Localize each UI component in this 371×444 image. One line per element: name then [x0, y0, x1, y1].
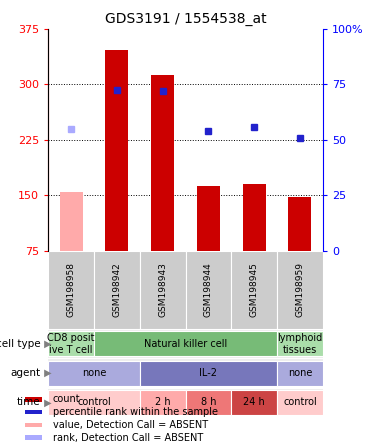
Bar — [60, 192, 82, 251]
Bar — [186, 390, 231, 415]
Text: 8 h: 8 h — [201, 397, 216, 408]
Text: GSM198958: GSM198958 — [67, 262, 76, 317]
Bar — [48, 390, 140, 415]
Text: ▶: ▶ — [41, 397, 52, 408]
Bar — [48, 361, 140, 386]
Text: GSM198959: GSM198959 — [295, 262, 304, 317]
Bar — [277, 390, 323, 415]
Bar — [25, 423, 42, 427]
Text: count: count — [53, 394, 80, 404]
Bar — [243, 184, 266, 251]
Text: agent: agent — [11, 368, 41, 378]
Bar — [289, 197, 311, 251]
Text: Natural killer cell: Natural killer cell — [144, 339, 227, 349]
Bar — [231, 251, 277, 329]
Bar — [48, 251, 94, 329]
Bar — [277, 251, 323, 329]
Text: GSM198945: GSM198945 — [250, 262, 259, 317]
Text: control: control — [77, 397, 111, 408]
Bar — [25, 397, 42, 402]
Bar — [231, 390, 277, 415]
Text: GSM198944: GSM198944 — [204, 262, 213, 317]
Text: rank, Detection Call = ABSENT: rank, Detection Call = ABSENT — [53, 432, 203, 443]
Text: GSM198943: GSM198943 — [158, 262, 167, 317]
Bar — [186, 251, 231, 329]
Text: none: none — [82, 368, 106, 378]
Bar — [25, 410, 42, 414]
Text: control: control — [283, 397, 317, 408]
Text: none: none — [288, 368, 312, 378]
Bar — [140, 251, 186, 329]
Bar — [197, 186, 220, 251]
Bar — [277, 331, 323, 357]
Bar — [140, 390, 186, 415]
Text: cell type: cell type — [0, 339, 41, 349]
Text: time: time — [17, 397, 41, 408]
Bar — [25, 435, 42, 440]
Bar — [48, 331, 94, 357]
Title: GDS3191 / 1554538_at: GDS3191 / 1554538_at — [105, 12, 266, 27]
Text: value, Detection Call = ABSENT: value, Detection Call = ABSENT — [53, 420, 208, 430]
Bar — [140, 361, 277, 386]
Bar — [151, 75, 174, 251]
Text: ▶: ▶ — [41, 368, 52, 378]
Text: percentile rank within the sample: percentile rank within the sample — [53, 407, 217, 417]
Bar — [105, 50, 128, 251]
Bar — [94, 251, 140, 329]
Text: IL-2: IL-2 — [199, 368, 217, 378]
Text: lymphoid
tissues: lymphoid tissues — [277, 333, 322, 355]
Bar — [277, 361, 323, 386]
Bar — [94, 331, 277, 357]
Text: 2 h: 2 h — [155, 397, 170, 408]
Text: ▶: ▶ — [41, 339, 52, 349]
Text: CD8 posit
ive T cell: CD8 posit ive T cell — [47, 333, 95, 355]
Text: GSM198942: GSM198942 — [112, 262, 121, 317]
Text: 24 h: 24 h — [243, 397, 265, 408]
